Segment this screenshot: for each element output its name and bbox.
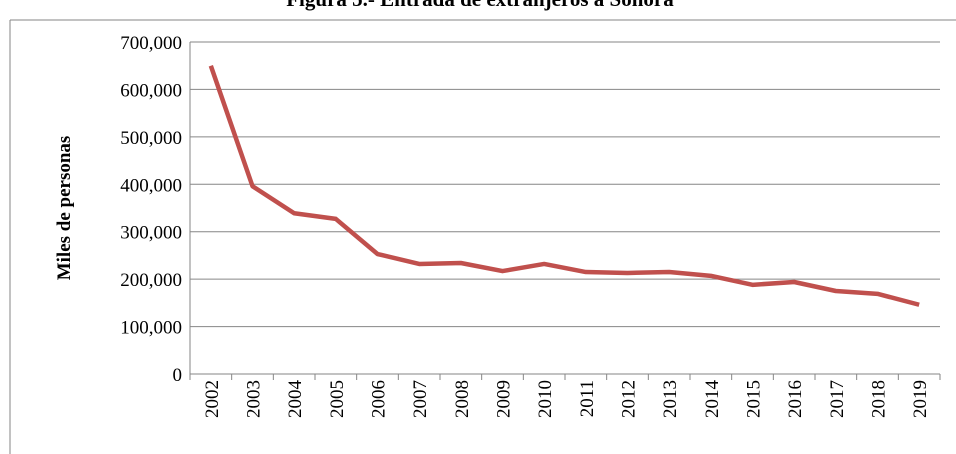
y-tick-label: 500,000 <box>120 128 182 149</box>
y-tick-label: 300,000 <box>120 223 182 244</box>
x-tick-label: 2014 <box>702 380 723 419</box>
x-tick-label: 2012 <box>619 380 640 418</box>
x-tick-label: 2017 <box>827 380 848 418</box>
y-tick-label: 100,000 <box>120 318 182 339</box>
x-tick-label: 2009 <box>494 380 515 418</box>
x-tick-label: 2008 <box>452 380 473 418</box>
data-line <box>208 64 920 307</box>
x-tick-label: 2005 <box>327 380 348 418</box>
x-tick-label: 2006 <box>369 380 390 418</box>
x-tick-label: 2004 <box>285 380 306 419</box>
y-axis-label: Miles de personas <box>54 136 75 281</box>
x-tick-label: 2003 <box>244 380 265 418</box>
y-tick-label: 200,000 <box>120 270 182 291</box>
x-tick-label: 2010 <box>535 380 556 418</box>
x-tick-label: 2011 <box>577 380 598 417</box>
y-tick-label: 0 <box>173 365 183 386</box>
x-tick-label: 2013 <box>660 380 681 418</box>
y-tick-label: 700,000 <box>120 33 182 54</box>
y-tick-label: 600,000 <box>120 80 182 101</box>
chart-title: Figura 5.- Entrada de extranjeros a Sono… <box>286 0 674 11</box>
x-tick-label: 2007 <box>410 380 431 418</box>
x-tick-label: 2016 <box>785 380 806 418</box>
x-tick-label: 2002 <box>202 380 223 418</box>
x-tick-label: 2019 <box>910 380 931 418</box>
x-tick-label: 2018 <box>869 380 890 418</box>
x-tick-label: 2015 <box>744 380 765 418</box>
y-tick-label: 400,000 <box>120 175 182 196</box>
